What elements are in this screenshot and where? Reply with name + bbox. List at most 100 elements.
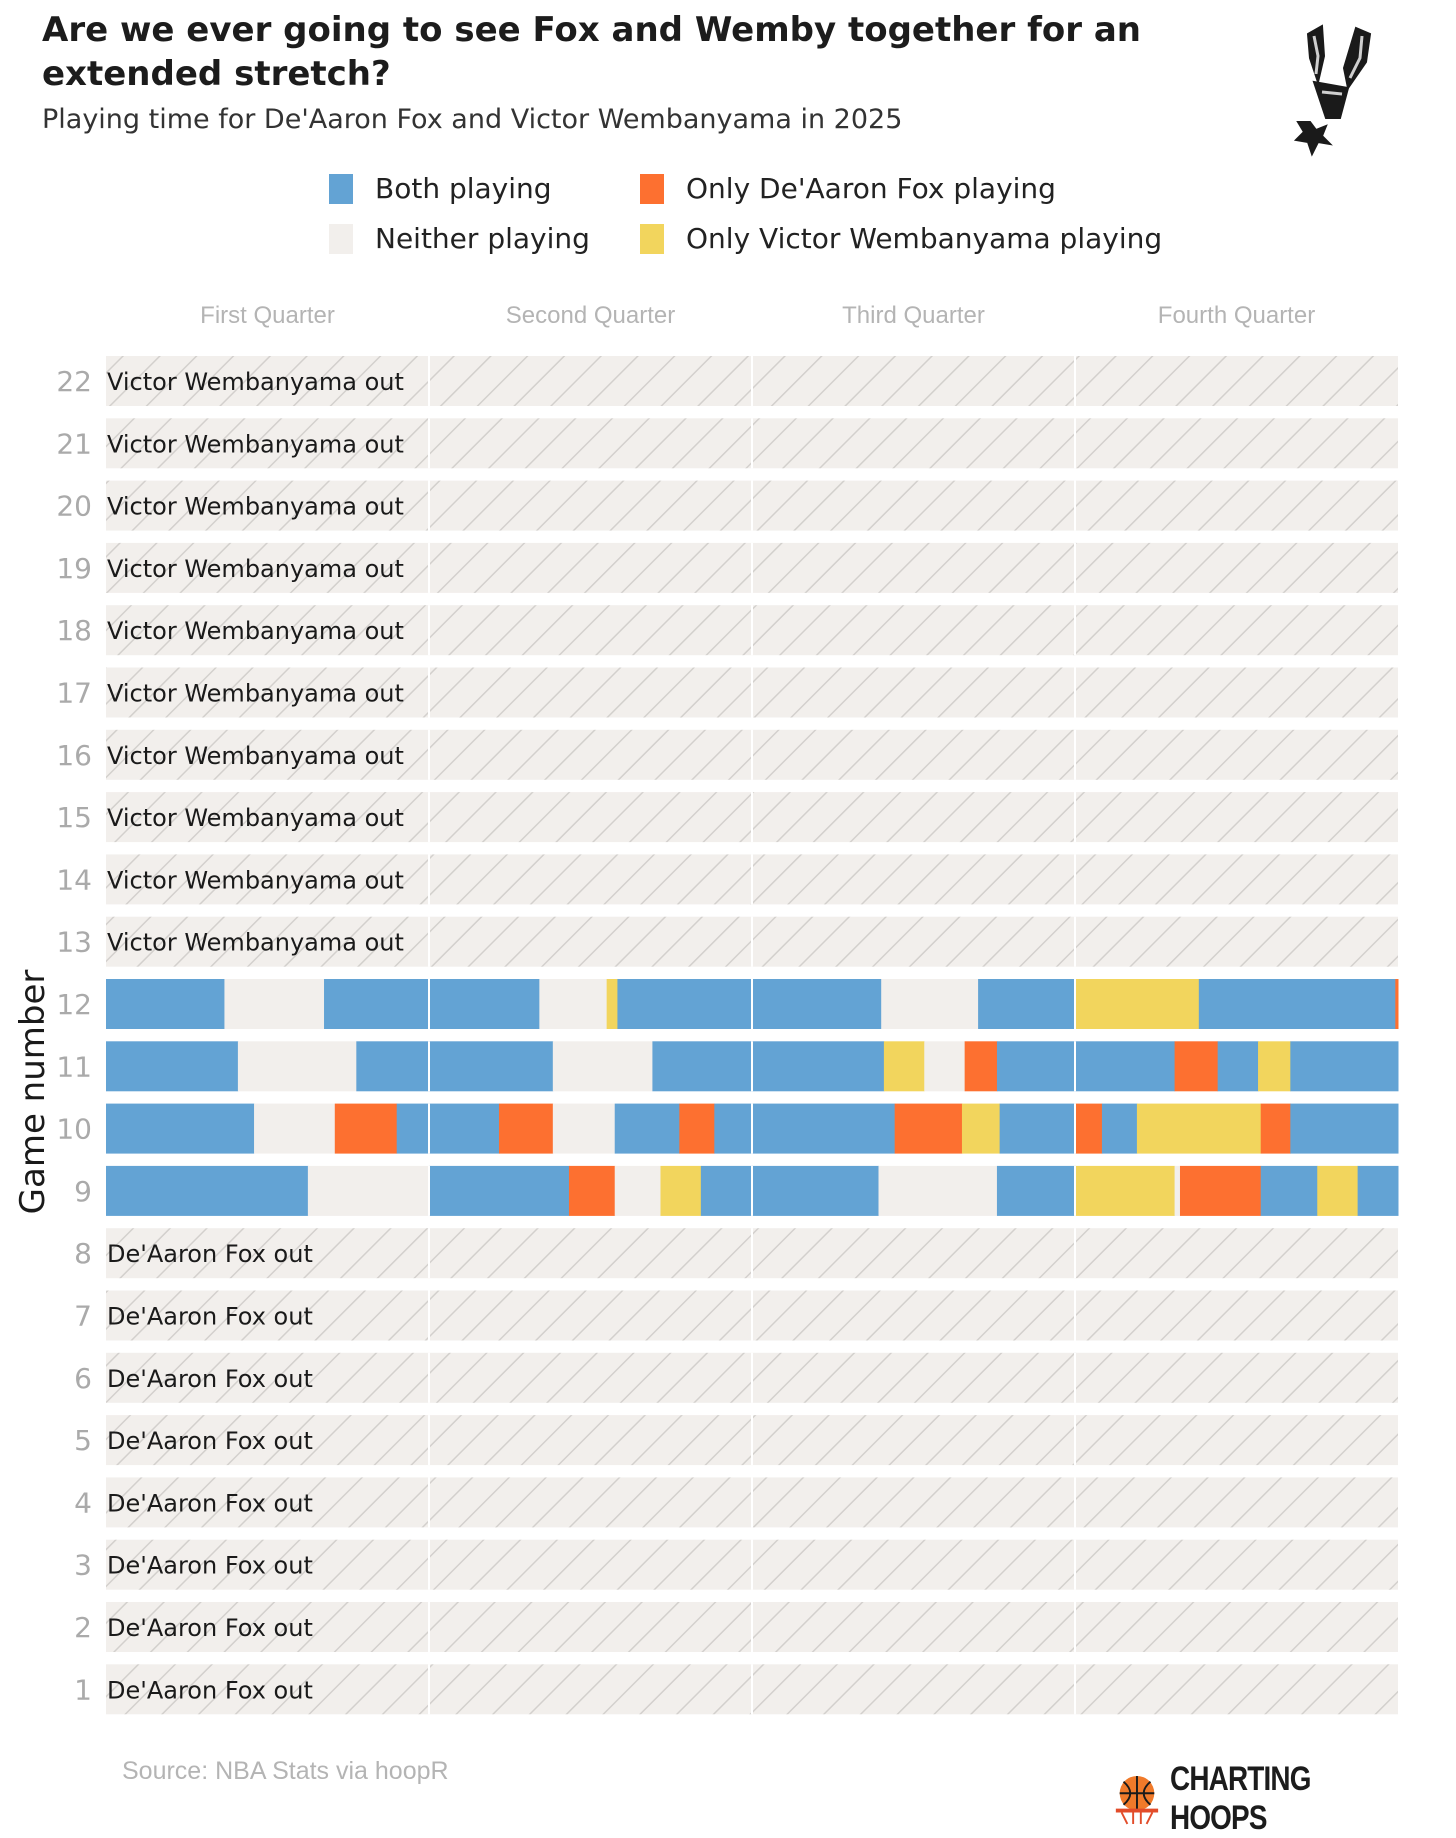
legend-label-fox: Only De'Aaron Fox playing bbox=[686, 172, 1056, 205]
game-row: 6 De'Aaron Fox out bbox=[74, 1352, 1398, 1403]
legend-swatch-neither bbox=[329, 223, 353, 254]
player-out-label: Victor Wembanyama out bbox=[107, 866, 404, 894]
player-out-label: Victor Wembanyama out bbox=[107, 742, 404, 770]
game-number-label: 17 bbox=[56, 677, 92, 710]
game-number-label: 12 bbox=[56, 988, 92, 1021]
segment-wemby bbox=[883, 1041, 925, 1092]
segment-both bbox=[1260, 1165, 1318, 1216]
game-number-label: 22 bbox=[56, 365, 92, 398]
segment-neither bbox=[539, 979, 608, 1029]
segment-fox bbox=[568, 1165, 616, 1216]
game-number-label: 4 bbox=[74, 1486, 92, 1519]
column-header: Second Quarter bbox=[506, 302, 675, 329]
segment-fox bbox=[1075, 1103, 1103, 1154]
segment-both bbox=[617, 979, 753, 1029]
game-row: 7 De'Aaron Fox out bbox=[74, 1290, 1398, 1341]
player-out-label: Victor Wembanyama out bbox=[107, 430, 404, 458]
player-out-label: De'Aaron Fox out bbox=[107, 1240, 313, 1268]
player-out-label: Victor Wembanyama out bbox=[107, 804, 404, 832]
legend-label-neither: Neither playing bbox=[375, 222, 590, 255]
segment-both bbox=[106, 1165, 309, 1216]
column-header: Fourth Quarter bbox=[1158, 302, 1315, 329]
game-row: 5 De'Aaron Fox out bbox=[74, 1415, 1398, 1466]
game-row: 8 De'Aaron Fox out bbox=[74, 1228, 1398, 1279]
segment-both bbox=[1101, 1103, 1138, 1154]
segment-fox bbox=[1260, 1103, 1291, 1154]
game-number-label: 15 bbox=[56, 801, 92, 834]
game-number-label: 10 bbox=[56, 1113, 92, 1146]
game-number-label: 7 bbox=[74, 1300, 92, 1333]
segment-wemby bbox=[660, 1165, 702, 1216]
segment-both bbox=[978, 979, 1076, 1029]
segment-wemby bbox=[1258, 1041, 1291, 1092]
game-number-label: 5 bbox=[74, 1424, 92, 1457]
game-row: 13 Victor Wembanyama out bbox=[56, 916, 1398, 967]
segment-fox bbox=[964, 1041, 998, 1092]
brand-name: CHARTING HOOPS bbox=[1169, 1760, 1311, 1837]
game-row: 4 De'Aaron Fox out bbox=[74, 1477, 1398, 1528]
segment-both bbox=[714, 1103, 753, 1154]
game-number-label: 16 bbox=[56, 739, 92, 772]
segment-both bbox=[1290, 1103, 1399, 1154]
segment-neither bbox=[881, 979, 979, 1029]
segment-wemby bbox=[606, 979, 618, 1029]
game-row: 15 Victor Wembanyama out bbox=[56, 792, 1398, 843]
segment-neither bbox=[552, 1103, 616, 1154]
player-out-label: Victor Wembanyama out bbox=[107, 368, 404, 396]
segment-neither bbox=[254, 1103, 336, 1154]
player-out-label: Victor Wembanyama out bbox=[107, 929, 404, 957]
game-number-label: 1 bbox=[74, 1673, 92, 1706]
player-out-label: Victor Wembanyama out bbox=[107, 493, 404, 521]
segment-both bbox=[429, 1165, 570, 1216]
segment-both bbox=[106, 979, 225, 1029]
game-row: 10 bbox=[56, 1103, 1399, 1154]
legend-fox: Only De'Aaron Fox playing bbox=[640, 172, 1056, 205]
legend-swatch-fox bbox=[640, 173, 664, 204]
game-row: 12 bbox=[56, 979, 1399, 1029]
legend-label-both: Both playing bbox=[375, 172, 552, 205]
segment-both bbox=[1198, 979, 1396, 1029]
game-number-label: 18 bbox=[56, 614, 92, 647]
spurs-logo-icon bbox=[1293, 24, 1372, 157]
segment-neither bbox=[878, 1165, 998, 1216]
game-number-label: 11 bbox=[56, 1050, 92, 1083]
segment-wemby bbox=[1075, 1165, 1176, 1216]
basketball-hoop-icon bbox=[1115, 1775, 1159, 1825]
segment-fox bbox=[1174, 1041, 1219, 1092]
segment-fox bbox=[894, 1103, 963, 1154]
game-row: 20 Victor Wembanyama out bbox=[56, 480, 1398, 531]
segment-both bbox=[324, 979, 430, 1029]
segment-both bbox=[429, 1103, 500, 1154]
segment-wemby bbox=[961, 1103, 1001, 1154]
segment-both bbox=[429, 1041, 554, 1092]
game-row: 9 bbox=[74, 1165, 1399, 1216]
segment-both bbox=[752, 979, 882, 1029]
timeline-chart: Game number First Quarter Second Quarter T… bbox=[13, 302, 1399, 1715]
game-number-label: 2 bbox=[74, 1611, 92, 1644]
game-number-label: 9 bbox=[74, 1175, 92, 1208]
segment-both bbox=[1075, 1041, 1176, 1092]
legend-swatch-both bbox=[329, 173, 353, 204]
game-number-label: 3 bbox=[74, 1549, 92, 1582]
player-out-label: De'Aaron Fox out bbox=[107, 1427, 313, 1455]
segment-both bbox=[1357, 1165, 1399, 1216]
game-row: 11 bbox=[56, 1041, 1399, 1092]
segment-both bbox=[999, 1103, 1076, 1154]
segment-both bbox=[396, 1103, 430, 1154]
segment-neither bbox=[307, 1165, 430, 1216]
player-out-label: De'Aaron Fox out bbox=[107, 1365, 313, 1393]
legend-label-wemby: Only Victor Wembanyama playing bbox=[686, 222, 1163, 255]
game-number-label: 8 bbox=[74, 1237, 92, 1270]
game-row: 1 De'Aaron Fox out bbox=[74, 1664, 1398, 1715]
segment-fox bbox=[334, 1103, 398, 1154]
player-out-label: De'Aaron Fox out bbox=[107, 1676, 313, 1704]
segment-fox bbox=[679, 1103, 715, 1154]
game-row: 19 Victor Wembanyama out bbox=[56, 542, 1398, 593]
segment-both bbox=[614, 1103, 680, 1154]
game-number-label: 6 bbox=[74, 1362, 92, 1395]
player-out-label: De'Aaron Fox out bbox=[107, 1489, 313, 1517]
player-out-label: De'Aaron Fox out bbox=[107, 1614, 313, 1642]
segment-fox bbox=[498, 1103, 554, 1154]
legend-wemby: Only Victor Wembanyama playing bbox=[640, 222, 1162, 255]
segment-both bbox=[700, 1165, 753, 1216]
